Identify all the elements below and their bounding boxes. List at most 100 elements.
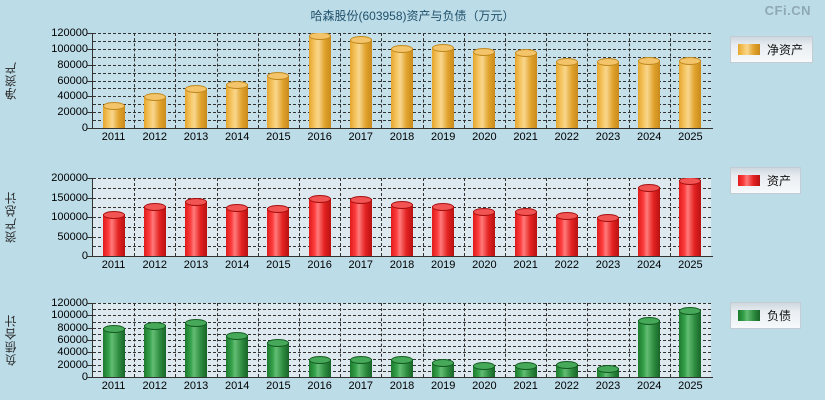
x-tick-label-2020: 2020 <box>472 131 497 143</box>
x-tick-label-2018: 2018 <box>389 380 415 392</box>
bar-2019[interactable] <box>432 358 455 377</box>
bar-cap <box>102 210 125 219</box>
y-tick-label: 100000 <box>51 42 88 55</box>
y-tick-label: 60000 <box>57 334 88 346</box>
bar-2013[interactable] <box>185 84 207 128</box>
bar-cap <box>102 102 125 111</box>
x-tick-label-2011: 2011 <box>101 380 126 392</box>
bar-cap <box>473 208 496 217</box>
bar-2023[interactable] <box>597 365 619 377</box>
y-tick-label: 100000 <box>51 309 88 322</box>
bar-2023[interactable] <box>597 57 619 128</box>
bar-2021[interactable] <box>514 361 537 377</box>
bar-2025[interactable] <box>679 178 702 256</box>
y-axis-tick <box>87 327 92 329</box>
bar-cap <box>226 81 249 90</box>
x-tick-label-2013: 2013 <box>183 259 209 271</box>
x-axis-line <box>93 128 713 129</box>
bar-2023[interactable] <box>597 214 619 256</box>
bar-2024[interactable] <box>638 56 661 128</box>
bar-2025[interactable] <box>679 56 702 128</box>
bar-2022[interactable] <box>555 361 578 377</box>
x-tick-label-2012: 2012 <box>142 380 168 392</box>
y-tick-label: 60000 <box>57 74 88 87</box>
bar-series-total-assets <box>93 178 711 256</box>
x-tick-label-2019: 2019 <box>430 380 456 392</box>
bar-2013[interactable] <box>185 197 207 256</box>
y-tick-label: 120000 <box>51 297 88 309</box>
bar-cap <box>473 48 496 57</box>
bar-2011[interactable] <box>102 102 125 128</box>
y-axis-tick <box>87 364 92 366</box>
bar-cap <box>226 332 249 341</box>
x-tick-label-2011: 2011 <box>101 131 126 143</box>
bar-cap <box>638 317 661 326</box>
legend-net-assets[interactable]: 净资产 <box>730 36 814 63</box>
bar-cap <box>432 358 455 367</box>
bar-2024[interactable] <box>638 183 661 256</box>
x-tick-label-2022: 2022 <box>554 259 580 271</box>
bar-2014[interactable] <box>226 81 249 128</box>
bar-2014[interactable] <box>226 332 249 377</box>
gridline-horizontal-minor <box>93 346 711 348</box>
bar-2015[interactable] <box>267 71 290 128</box>
gridline-horizontal <box>93 303 711 304</box>
y-tick-label: 80000 <box>57 321 88 334</box>
x-tick-label-2011: 2011 <box>101 259 126 271</box>
bar-2011[interactable] <box>102 324 125 377</box>
bar-2015[interactable] <box>267 339 290 377</box>
bar-2011[interactable] <box>102 210 125 256</box>
bar-cap <box>432 203 455 212</box>
bar-2021[interactable] <box>514 207 537 256</box>
x-tick-label-2014: 2014 <box>224 131 250 143</box>
bar-2013[interactable] <box>185 318 207 377</box>
bar-cap <box>679 307 702 316</box>
bar-cap <box>514 49 537 57</box>
bar-2012[interactable] <box>143 203 166 256</box>
gridline-horizontal-minor <box>93 40 711 42</box>
watermark: CFi.CN <box>764 3 811 18</box>
bar-2021[interactable] <box>514 49 537 128</box>
bar-2018[interactable] <box>391 355 413 377</box>
bar-2018[interactable] <box>391 45 413 128</box>
x-tick-label-2015: 2015 <box>266 259 291 271</box>
x-tick-label-2012: 2012 <box>142 131 168 143</box>
bar-2012[interactable] <box>143 321 166 377</box>
bar-2016[interactable] <box>308 33 331 128</box>
bar-2020[interactable] <box>473 362 496 377</box>
bar-2017[interactable] <box>349 36 372 128</box>
bar-2020[interactable] <box>473 48 496 128</box>
bar-cap <box>185 84 207 93</box>
bar-2015[interactable] <box>267 205 290 256</box>
bar-2016[interactable] <box>308 194 331 256</box>
x-tick-label-2017: 2017 <box>348 131 374 143</box>
bar-2022[interactable] <box>555 212 578 256</box>
bar-2016[interactable] <box>308 355 331 377</box>
bar-2017[interactable] <box>349 355 372 377</box>
bar-cap <box>638 56 661 65</box>
bar-2022[interactable] <box>555 57 578 128</box>
x-tick-label-2013: 2013 <box>183 131 209 143</box>
x-tick-label-2019: 2019 <box>430 131 456 143</box>
bar-cap <box>308 355 331 364</box>
bar-series-total-liabilities <box>93 303 711 377</box>
x-tick-label-2023: 2023 <box>595 259 621 271</box>
bar-2020[interactable] <box>473 208 496 256</box>
gridline-horizontal <box>93 33 711 34</box>
legend-total-liabilities[interactable]: 负债 <box>730 302 802 329</box>
bar-2024[interactable] <box>638 317 661 377</box>
bar-2019[interactable] <box>432 44 455 128</box>
bar-2025[interactable] <box>679 307 702 377</box>
bar-2012[interactable] <box>143 92 166 128</box>
x-tick-label-2017: 2017 <box>348 259 374 271</box>
bar-2017[interactable] <box>349 196 372 256</box>
legend-swatch-icon-net-assets <box>738 44 760 55</box>
bar-2014[interactable] <box>226 204 249 256</box>
y-axis-line <box>92 303 93 378</box>
page-title: 哈森股份(603958)资产与负债（万元） <box>310 9 515 23</box>
legend-total-assets[interactable]: 资产 <box>730 167 802 194</box>
x-tick-label-2016: 2016 <box>307 380 332 392</box>
bar-2018[interactable] <box>391 201 413 256</box>
x-tick-label-2024: 2024 <box>636 131 662 143</box>
bar-2019[interactable] <box>432 203 455 256</box>
